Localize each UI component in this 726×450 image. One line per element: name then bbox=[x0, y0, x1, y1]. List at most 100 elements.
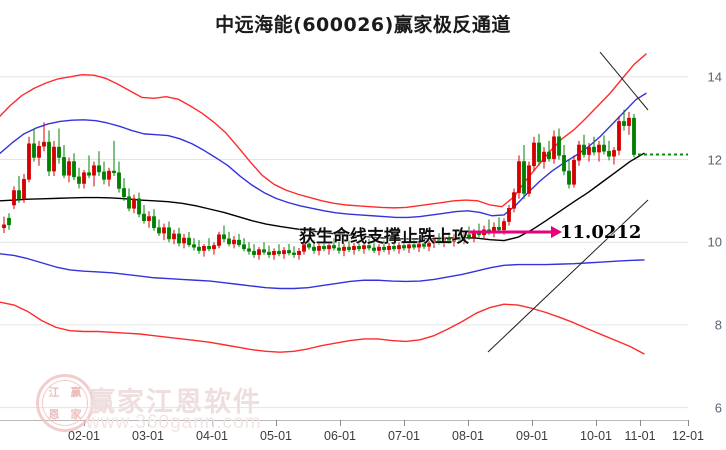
candle-body bbox=[202, 246, 206, 251]
candle-body bbox=[217, 234, 221, 246]
candle-body bbox=[622, 121, 626, 126]
annotation-arrow bbox=[468, 226, 562, 238]
trend-guide-line bbox=[487, 199, 649, 353]
candle-body bbox=[167, 227, 171, 240]
x-axis: 02-01 03-01 04-01 05-01 06-01 07-01 08-01 09-01… bbox=[0, 420, 704, 450]
candle-body bbox=[192, 244, 196, 248]
candle-body bbox=[337, 247, 341, 251]
x-tick-label: 06-01 bbox=[324, 429, 356, 443]
candle-body bbox=[357, 246, 361, 250]
y-axis: 14 12 10 8 6 bbox=[688, 52, 726, 420]
candle-body bbox=[187, 237, 191, 245]
x-axis-line bbox=[0, 420, 688, 421]
candle-body bbox=[112, 170, 116, 174]
series-inner-lower-band bbox=[0, 253, 645, 290]
candle-body bbox=[407, 244, 411, 249]
candle-body bbox=[627, 117, 631, 126]
plot-canvas bbox=[0, 52, 688, 409]
x-tick-label: 10-01 bbox=[580, 429, 612, 443]
trend-guide-line bbox=[599, 52, 649, 111]
candle-body bbox=[197, 246, 201, 251]
candle-body bbox=[612, 150, 616, 157]
candle-body bbox=[602, 144, 606, 152]
candle-body bbox=[182, 237, 186, 244]
x-tick-mark bbox=[688, 420, 689, 426]
x-tick-label: 11-01 bbox=[624, 429, 656, 443]
candle-body bbox=[47, 141, 51, 172]
candle-body bbox=[547, 151, 551, 159]
series-lifeline-middle bbox=[0, 152, 645, 242]
candle-body bbox=[327, 245, 331, 250]
x-tick-label: 07-01 bbox=[388, 429, 420, 443]
candle-body bbox=[107, 170, 111, 180]
x-tick-label: 08-01 bbox=[452, 429, 484, 443]
candle-body bbox=[317, 246, 321, 251]
candle-body bbox=[592, 146, 596, 153]
candle-body bbox=[457, 236, 461, 241]
candle-body bbox=[152, 216, 156, 229]
x-tick-mark bbox=[84, 420, 85, 426]
candle-body bbox=[77, 176, 81, 184]
candle-body bbox=[322, 246, 326, 250]
candle-body bbox=[87, 172, 91, 176]
candle-body bbox=[577, 144, 581, 161]
candle-body bbox=[117, 172, 121, 189]
candle-body bbox=[502, 221, 506, 231]
series-outer-lower-band bbox=[0, 301, 645, 355]
candle-body bbox=[422, 243, 426, 247]
y-tick-label: 10 bbox=[707, 234, 722, 250]
x-tick-label: 02-01 bbox=[68, 429, 100, 443]
candle-body bbox=[57, 146, 61, 158]
plot-area[interactable] bbox=[0, 52, 688, 420]
candle-body bbox=[462, 234, 466, 241]
candle-body bbox=[552, 136, 556, 159]
annotation-price-value: 11.0212 bbox=[560, 222, 642, 243]
candle-body bbox=[427, 242, 431, 247]
candle-body bbox=[372, 247, 376, 251]
candle-body bbox=[242, 244, 246, 250]
candle-body bbox=[147, 216, 151, 222]
candle-body bbox=[562, 155, 566, 172]
y-tick-label: 6 bbox=[714, 400, 722, 416]
x-tick-label: 04-01 bbox=[196, 429, 228, 443]
candle-body bbox=[282, 250, 286, 255]
candle-body bbox=[517, 161, 521, 193]
candle-body bbox=[497, 227, 501, 231]
candle-body bbox=[582, 144, 586, 155]
x-tick-mark bbox=[276, 420, 277, 426]
candle-body bbox=[542, 151, 546, 162]
candle-body bbox=[392, 246, 396, 250]
x-tick-label: 05-01 bbox=[260, 429, 292, 443]
candle-body bbox=[287, 250, 291, 254]
candle-body bbox=[122, 188, 126, 198]
candle-body bbox=[262, 249, 266, 253]
candle-body bbox=[252, 250, 256, 255]
candle-body bbox=[42, 141, 46, 147]
x-tick-mark bbox=[148, 420, 149, 426]
x-tick-mark bbox=[596, 420, 597, 426]
candle-body bbox=[567, 170, 571, 185]
candle-body bbox=[417, 243, 421, 248]
candle-body bbox=[307, 243, 311, 248]
y-tick-label: 14 bbox=[707, 69, 722, 85]
candle-body bbox=[432, 239, 436, 244]
candle-body bbox=[177, 233, 181, 244]
candle-body bbox=[522, 161, 526, 194]
candle-body bbox=[387, 246, 391, 250]
candle-body bbox=[362, 245, 366, 250]
x-tick-label: 12-01 bbox=[672, 429, 704, 443]
candle-body bbox=[2, 224, 6, 229]
candle-body bbox=[172, 233, 176, 240]
candle-body bbox=[127, 196, 131, 209]
candle-body bbox=[157, 227, 161, 234]
x-tick-mark bbox=[532, 420, 533, 426]
candle-body bbox=[62, 157, 66, 176]
candle-body bbox=[97, 165, 101, 173]
candle-body bbox=[467, 234, 471, 238]
x-tick-mark bbox=[212, 420, 213, 426]
candle-body bbox=[22, 179, 26, 200]
candle-body bbox=[382, 246, 386, 250]
x-tick-mark bbox=[468, 420, 469, 426]
candle-body bbox=[142, 213, 146, 222]
candle-body bbox=[342, 246, 346, 251]
